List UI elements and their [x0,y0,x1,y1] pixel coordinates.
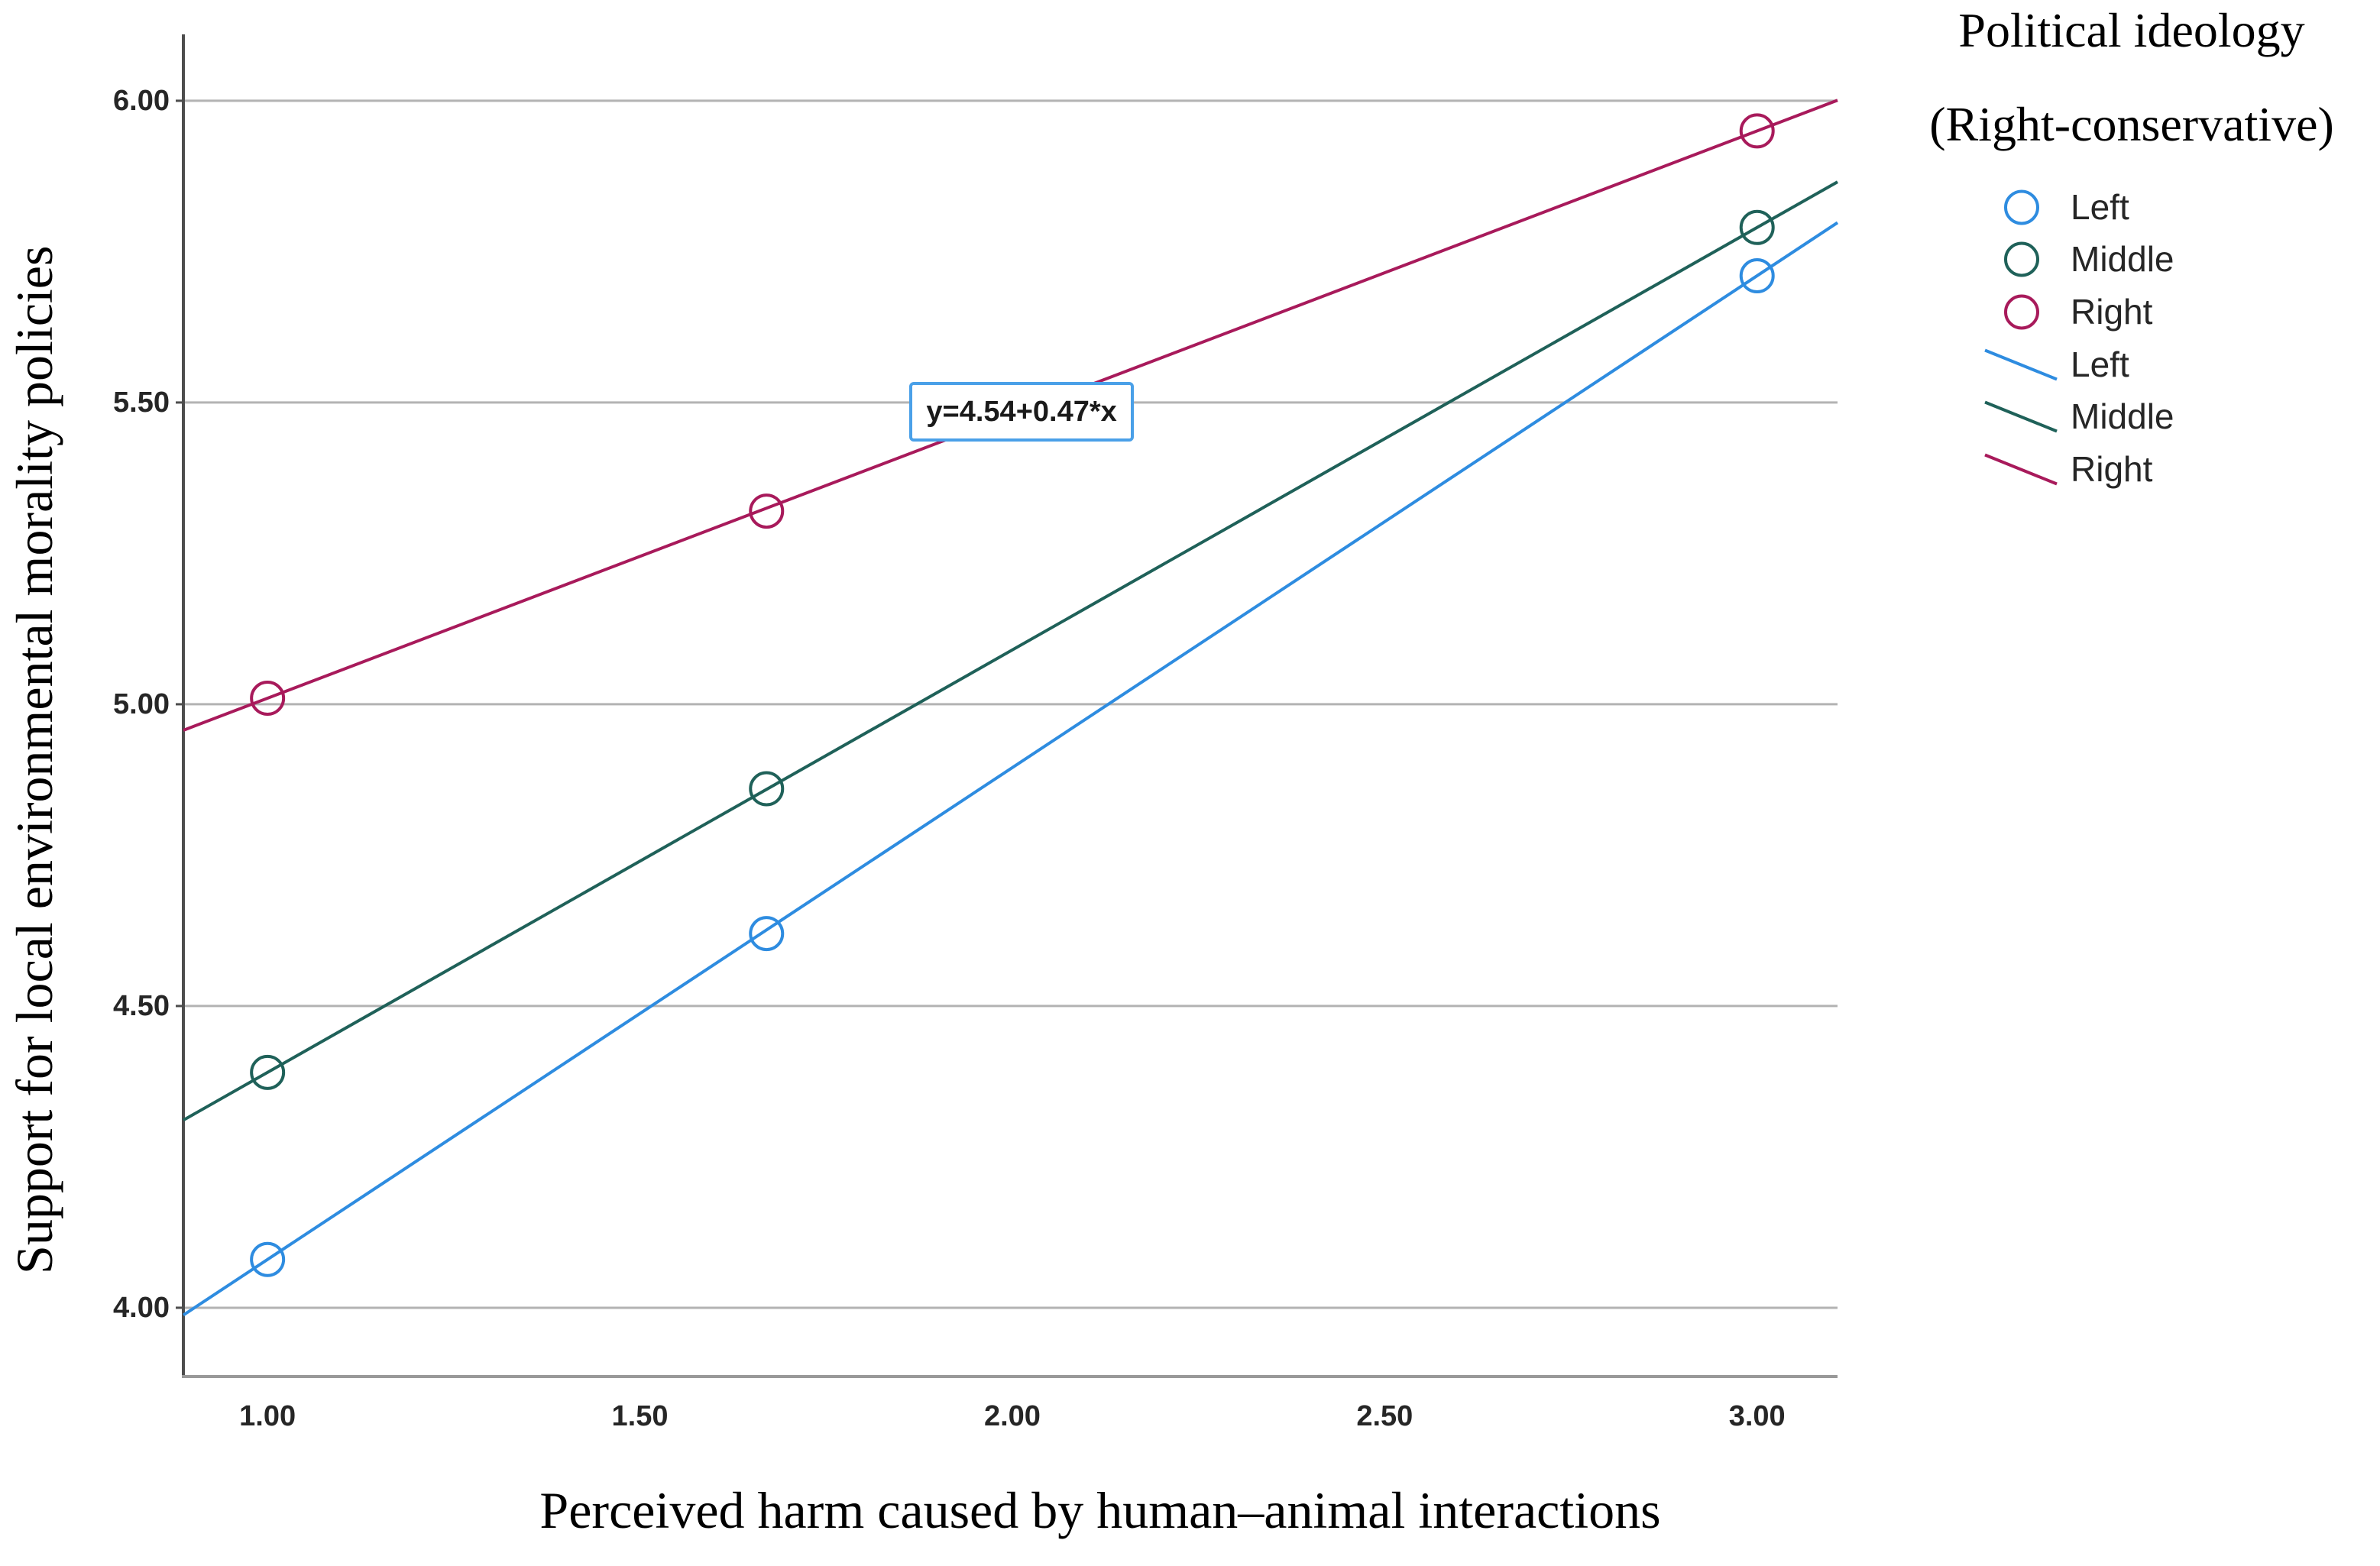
y-axis-title: Support for local environmental morality… [5,245,63,1275]
x-axis-title: Perceived harm caused by human–animal in… [539,1481,1661,1539]
legend-title-line1: Political ideology [1958,3,2305,57]
data-point-left [250,1241,286,1277]
legend-item-right-marker: Right [1925,286,2174,338]
x-tick-label: 3.00 [1728,1400,1786,1432]
x-tick-label: 2.50 [1356,1400,1413,1432]
y-tick-label: 6.00 [113,84,170,117]
legend-item-middle-line: Middle [1925,390,2174,443]
circle-marker-icon [2004,294,2039,330]
circle-marker-icon [2004,241,2039,277]
legend-item-label: Left [2071,344,2129,384]
legend-item-label: Middle [2071,396,2174,437]
y-tick-label: 4.00 [113,1291,170,1324]
data-point-right [749,493,785,529]
legend-item-label: Right [2071,291,2153,332]
x-tick-label: 2.00 [983,1400,1041,1432]
y-tick-label: 5.50 [113,386,170,419]
data-point-middle [749,771,785,807]
fit-line-left [182,221,1839,1317]
legend-item-right-line: Right [1925,443,2174,496]
data-point-middle [1739,209,1775,245]
data-point-middle [250,1054,286,1090]
legend-item-left-line: Left [1925,338,2174,391]
x-tick-label: 1.50 [611,1400,669,1432]
legend-title: Political ideology (Right-conservative) [1880,0,2380,155]
legend-title-line2: (Right-conservative) [1929,97,2334,151]
fit-line-middle [183,180,1838,1122]
legend-item-middle-marker: Middle [1925,234,2174,286]
line-swatch-icon [1984,400,2058,433]
y-tick-label: 4.50 [113,989,170,1022]
legend-items: Left Middle Right Left Middle Right [1925,181,2174,496]
regression-equation-annotation: y=4.54+0.47*x [909,382,1134,442]
legend-item-label: Left [2071,186,2129,227]
legend: Political ideology (Right-conservative) … [1880,0,2380,489]
y-tick-label: 5.00 [113,688,170,720]
data-point-left [749,916,785,952]
legend-item-left-marker: Left [1925,181,2174,234]
circle-marker-icon [2004,189,2039,225]
data-point-right [1739,113,1775,149]
line-swatch-icon [1984,348,2058,380]
line-swatch-icon [1984,453,2058,486]
legend-item-label: Right [2071,448,2153,489]
data-point-right [250,681,286,717]
data-point-left [1739,258,1775,294]
legend-item-label: Middle [2071,239,2174,280]
x-tick-label: 1.00 [239,1400,296,1432]
